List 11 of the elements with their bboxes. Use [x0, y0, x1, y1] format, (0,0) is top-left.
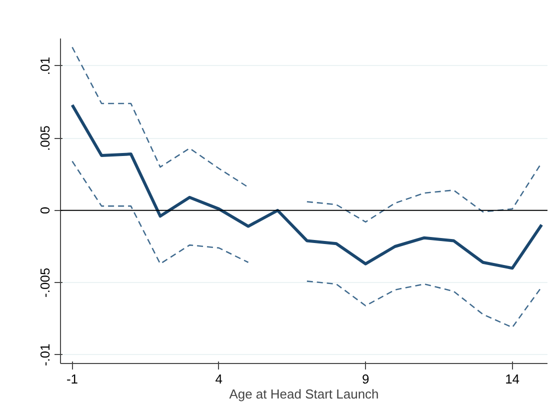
y-tick-label: 0 — [38, 206, 52, 214]
x-tick-label: 14 — [505, 372, 520, 386]
x-axis-title: Age at Head Start Launch — [229, 386, 379, 402]
x-tick-label: 9 — [362, 372, 370, 386]
y-tick-label: .005 — [38, 126, 52, 151]
x-tick-label: 4 — [215, 372, 223, 386]
x-tick-label: -1 — [66, 372, 78, 386]
y-tick-label: .01 — [38, 56, 52, 75]
line-series — [70, 103, 544, 270]
y-tick-label: -.005 — [38, 268, 52, 298]
y-tick-label: -.01 — [38, 344, 52, 366]
